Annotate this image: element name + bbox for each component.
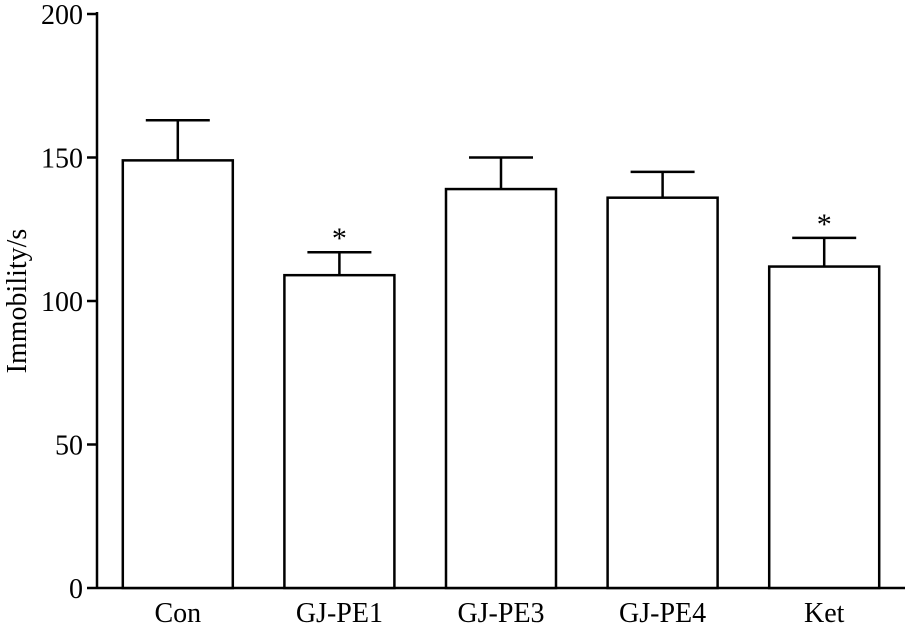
bar — [444, 187, 558, 590]
y-tick-label: 100 — [41, 287, 83, 318]
bar — [121, 159, 235, 590]
y-tick-label: 150 — [41, 144, 83, 175]
x-tick-label: GJ-PE3 — [457, 598, 544, 626]
bar — [606, 196, 719, 590]
x-tick-label: Con — [154, 598, 201, 626]
x-tick-label: GJ-PE4 — [619, 598, 706, 626]
x-tick-label: Ket — [804, 598, 845, 626]
x-tick-label: GJ-PE1 — [296, 598, 383, 626]
bar — [767, 265, 881, 590]
bar — [283, 273, 396, 590]
y-axis-title: Immobility/s — [2, 229, 33, 374]
significance-marker: * — [817, 208, 832, 241]
y-tick-label: 0 — [69, 574, 83, 605]
significance-marker: * — [332, 222, 347, 255]
bars — [121, 118, 881, 590]
y-tick-label: 200 — [41, 0, 83, 31]
labels: 0 50 100 150 200 Con GJ-PE1 * GJ-PE3 GJ-PE4 Ket * — [41, 0, 845, 626]
y-tick-label: 50 — [55, 431, 83, 462]
